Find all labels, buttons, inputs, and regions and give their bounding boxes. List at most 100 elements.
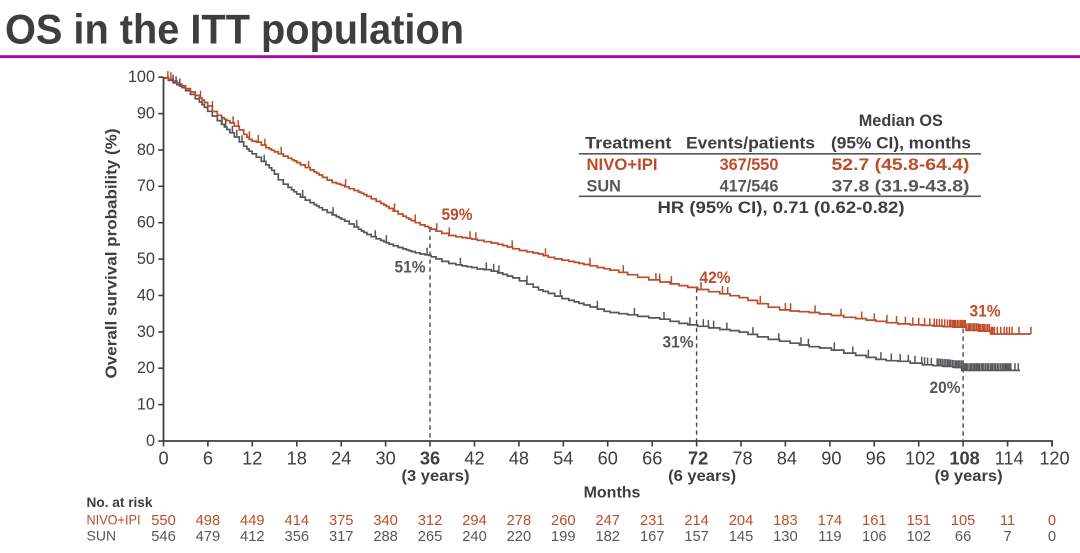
svg-text:66: 66 — [642, 448, 662, 468]
svg-text:0: 0 — [1048, 513, 1056, 529]
svg-text:182: 182 — [595, 529, 620, 545]
svg-text:265: 265 — [418, 529, 443, 545]
svg-text:119: 119 — [818, 529, 841, 545]
svg-text:70: 70 — [137, 177, 155, 195]
svg-text:204: 204 — [729, 513, 754, 529]
svg-text:214: 214 — [684, 513, 709, 529]
svg-text:183: 183 — [773, 513, 798, 529]
svg-text:20: 20 — [137, 359, 155, 377]
svg-text:105: 105 — [951, 513, 976, 529]
svg-text:20%: 20% — [930, 378, 961, 397]
svg-text:220: 220 — [507, 529, 532, 545]
svg-text:479: 479 — [196, 529, 221, 545]
svg-text:59%: 59% — [442, 205, 473, 224]
svg-text:412: 412 — [240, 529, 265, 545]
svg-text:30: 30 — [375, 448, 395, 468]
svg-text:199: 199 — [551, 529, 576, 545]
svg-text:66: 66 — [955, 529, 971, 545]
svg-text:288: 288 — [373, 529, 398, 545]
svg-text:0: 0 — [158, 448, 168, 468]
svg-text:546: 546 — [151, 529, 176, 545]
svg-text:SUN: SUN — [87, 528, 117, 544]
svg-text:84: 84 — [777, 448, 797, 468]
svg-text:60: 60 — [598, 448, 618, 468]
svg-text:106: 106 — [862, 529, 887, 545]
svg-text:174: 174 — [818, 513, 843, 529]
svg-text:157: 157 — [684, 529, 709, 545]
svg-text:11: 11 — [1000, 513, 1015, 529]
svg-text:90: 90 — [137, 105, 155, 123]
svg-text:145: 145 — [729, 529, 754, 545]
svg-text:240: 240 — [462, 529, 487, 545]
svg-text:231: 231 — [640, 513, 665, 529]
svg-text:278: 278 — [507, 513, 532, 529]
svg-text:Overall survival probability (: Overall survival probability (%) — [104, 129, 121, 379]
svg-text:OS in the ITT population: OS in the ITT population — [5, 6, 464, 53]
svg-text:96: 96 — [866, 448, 886, 468]
svg-text:40: 40 — [137, 286, 155, 304]
svg-text:130: 130 — [773, 529, 798, 545]
svg-text:HR (95% CI), 0.71 (0.62-0.82): HR (95% CI), 0.71 (0.62-0.82) — [658, 199, 905, 217]
svg-text:367/550: 367/550 — [720, 156, 779, 174]
svg-text:0: 0 — [146, 432, 155, 450]
svg-text:42%: 42% — [700, 268, 731, 287]
svg-text:(9 years): (9 years) — [935, 468, 1003, 485]
svg-text:SUN: SUN — [587, 177, 621, 195]
svg-text:50: 50 — [137, 250, 155, 268]
svg-text:(95% CI), months: (95% CI), months — [831, 134, 971, 152]
svg-text:108: 108 — [949, 448, 979, 468]
svg-text:90: 90 — [821, 448, 841, 468]
svg-text:(3 years): (3 years) — [402, 468, 470, 485]
svg-text:498: 498 — [196, 513, 221, 529]
svg-text:550: 550 — [151, 513, 176, 529]
svg-text:247: 247 — [595, 513, 620, 529]
svg-text:78: 78 — [732, 448, 752, 468]
svg-text:Months: Months — [584, 485, 641, 502]
svg-text:31%: 31% — [970, 302, 1001, 321]
svg-text:102: 102 — [906, 529, 931, 545]
svg-text:0: 0 — [1048, 529, 1056, 545]
svg-text:120: 120 — [1039, 448, 1069, 468]
svg-text:260: 260 — [551, 513, 576, 529]
svg-text:72: 72 — [688, 448, 708, 468]
svg-text:31%: 31% — [663, 333, 694, 352]
svg-text:340: 340 — [373, 513, 398, 529]
svg-text:No. at risk: No. at risk — [87, 494, 153, 510]
svg-text:167: 167 — [640, 529, 665, 545]
svg-text:54: 54 — [553, 448, 573, 468]
svg-text:375: 375 — [329, 513, 354, 529]
svg-text:114: 114 — [995, 448, 1024, 468]
svg-text:7: 7 — [1004, 529, 1012, 545]
svg-text:42: 42 — [464, 448, 484, 468]
svg-text:30: 30 — [137, 323, 155, 341]
svg-text:48: 48 — [509, 448, 529, 468]
svg-text:36: 36 — [420, 448, 440, 468]
svg-text:317: 317 — [329, 529, 354, 545]
svg-text:Median OS: Median OS — [859, 112, 943, 130]
svg-text:6: 6 — [203, 448, 213, 468]
svg-text:80: 80 — [137, 141, 155, 159]
svg-text:NIVO+IPI: NIVO+IPI — [587, 156, 658, 174]
svg-text:356: 356 — [285, 529, 310, 545]
svg-text:37.8 (31.9-43.8): 37.8 (31.9-43.8) — [832, 177, 970, 195]
svg-text:449: 449 — [240, 513, 265, 529]
svg-text:NIVO+IPI: NIVO+IPI — [87, 511, 141, 527]
svg-text:414: 414 — [285, 513, 310, 529]
svg-text:12: 12 — [242, 448, 262, 468]
svg-text:18: 18 — [287, 448, 307, 468]
svg-text:52.7 (45.8-64.4): 52.7 (45.8-64.4) — [832, 156, 970, 174]
svg-text:294: 294 — [462, 513, 487, 529]
svg-text:151: 151 — [906, 513, 931, 529]
svg-text:24: 24 — [331, 448, 351, 468]
svg-text:Events/patients: Events/patients — [686, 134, 815, 152]
svg-text:(6 years): (6 years) — [668, 468, 736, 485]
svg-text:Treatment: Treatment — [585, 134, 672, 152]
svg-text:102: 102 — [905, 448, 935, 468]
svg-text:60: 60 — [137, 214, 155, 232]
svg-text:417/546: 417/546 — [720, 177, 779, 195]
svg-text:51%: 51% — [395, 258, 426, 277]
svg-text:100: 100 — [128, 68, 155, 86]
svg-text:161: 161 — [862, 513, 887, 529]
svg-text:10: 10 — [137, 396, 155, 414]
svg-text:312: 312 — [418, 513, 443, 529]
